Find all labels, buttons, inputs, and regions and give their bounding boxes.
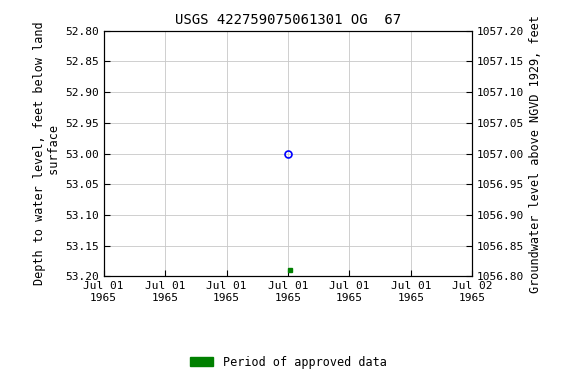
Legend: Period of approved data: Period of approved data (185, 351, 391, 374)
Title: USGS 422759075061301 OG  67: USGS 422759075061301 OG 67 (175, 13, 401, 27)
Y-axis label: Depth to water level, feet below land
 surface: Depth to water level, feet below land su… (33, 22, 61, 285)
Y-axis label: Groundwater level above NGVD 1929, feet: Groundwater level above NGVD 1929, feet (529, 15, 541, 293)
